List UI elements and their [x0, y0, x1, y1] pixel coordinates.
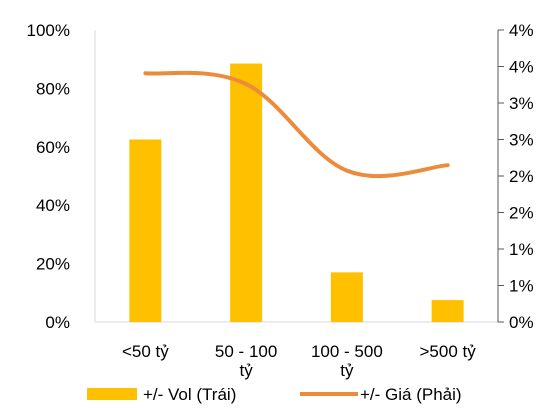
legend: +/- Vol (Trái) +/- Giá (Phải) [87, 385, 462, 404]
bar-series [129, 63, 464, 323]
y-left-tick-label: 0% [45, 313, 70, 332]
legend-swatch-bar [87, 388, 137, 400]
y-left-tick-label: 60% [36, 138, 70, 157]
bar [230, 63, 263, 323]
y-right-tick-label: 2% [509, 167, 534, 186]
y-left-tick-label: 40% [36, 196, 70, 215]
x-tick-label: 100 - 500 tỷ [311, 342, 383, 380]
x-tick-labels: <50 tỷ 50 - 100 tỷ 100 - 500 tỷ >500 tỷ [122, 342, 476, 380]
y-right-tick-label: 3% [509, 94, 534, 113]
y-left-tick-label: 80% [36, 79, 70, 98]
y-right-tick-labels: 0% 1% 1% 2% 2% 3% 3% 4% 4% [509, 21, 534, 332]
x-tick-label: <50 tỷ [122, 342, 169, 361]
bar [431, 300, 464, 322]
bar [330, 272, 363, 322]
y-right-tick-label: 3% [509, 131, 534, 150]
y-right-tick-label: 1% [509, 277, 534, 296]
y-right-tick-label: 4% [509, 58, 534, 77]
x-tick-label: 50 - 100 tỷ [215, 342, 277, 380]
line-series [143, 70, 450, 179]
line-series-path [143, 70, 450, 179]
y-left-tick-labels: 0% 20% 40% 60% 80% 100% [27, 21, 70, 332]
y-left-tick-label: 20% [36, 255, 70, 274]
axes [94, 29, 504, 323]
y-right-tick-label: 4% [509, 21, 534, 40]
bar [129, 139, 162, 322]
legend-label-line: +/- Giá (Phải) [360, 385, 462, 404]
y-right-tick-label: 0% [509, 313, 534, 332]
y-right-tick-label: 2% [509, 204, 534, 223]
legend-label-bar: +/- Vol (Trái) [143, 385, 236, 404]
y-left-tick-label: 100% [27, 21, 70, 40]
x-tick-label: >500 tỷ [420, 342, 477, 361]
y-right-tick-label: 1% [509, 240, 534, 259]
